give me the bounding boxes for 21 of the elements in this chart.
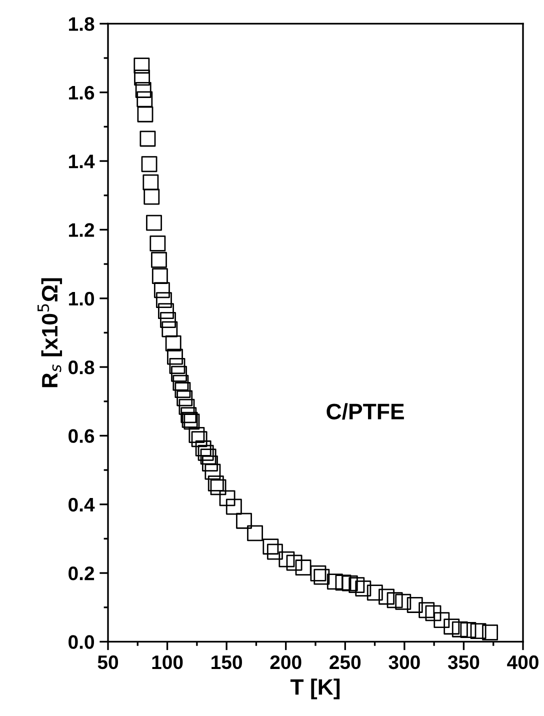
x-tick-label: 350 <box>448 655 480 670</box>
x-tick-label: 400 <box>507 655 538 670</box>
x-axis-title: T [K] <box>290 678 340 700</box>
annotation: C/PTFE <box>326 403 404 420</box>
y-tick-label: 0.2 <box>68 566 94 580</box>
y-axis-title: R$_{s}$ [x10$^{5}$Ω] <box>38 278 62 388</box>
y-tick-label: 1.8 <box>69 17 94 31</box>
y-tick-label: 0.4 <box>68 498 95 512</box>
y-tick-label: 1.6 <box>69 86 94 100</box>
x-tick-label: 250 <box>330 655 361 670</box>
x-tick-label: 300 <box>388 655 420 670</box>
y-tick-label: 1.4 <box>69 154 95 168</box>
x-tick-label: 150 <box>212 655 242 670</box>
y-tick-label: 0.0 <box>68 635 94 649</box>
y-tick-label: 1.0 <box>69 292 94 306</box>
y-tick-label: 1.2 <box>69 223 94 237</box>
x-tick-label: 100 <box>152 655 183 670</box>
y-tick-label: 0.8 <box>68 360 94 374</box>
y-tick-label: 0.6 <box>68 429 94 443</box>
x-tick-label: 200 <box>270 655 302 670</box>
x-tick-label: 50 <box>98 655 118 670</box>
